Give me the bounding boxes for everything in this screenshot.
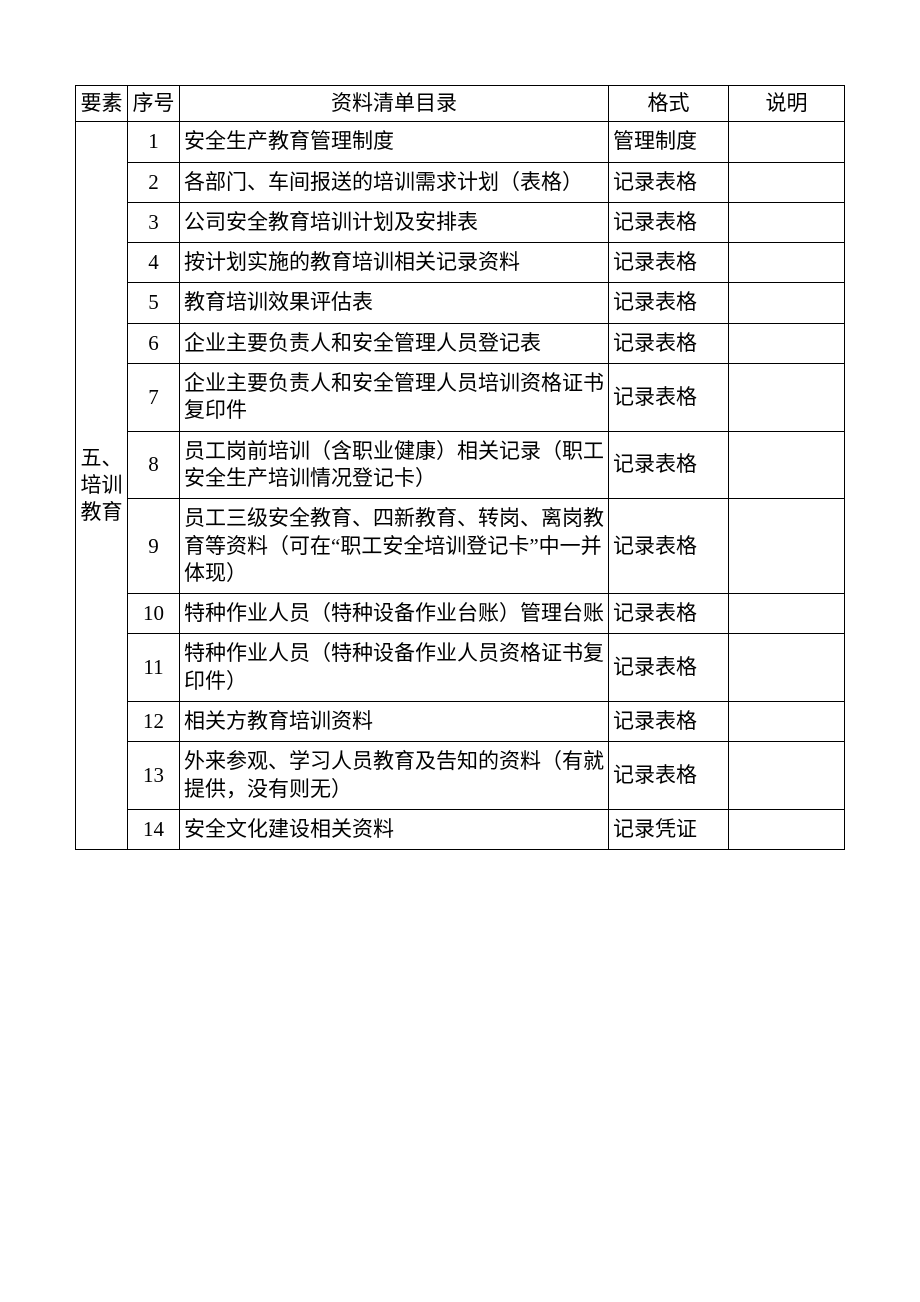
row-format: 记录表格 — [609, 499, 729, 594]
row-num: 4 — [128, 243, 180, 283]
row-num: 7 — [128, 364, 180, 432]
row-content: 安全生产教育管理制度 — [180, 122, 609, 162]
header-format: 格式 — [609, 86, 729, 122]
row-note — [729, 122, 845, 162]
row-format: 记录表格 — [609, 594, 729, 634]
row-content: 特种作业人员（特种设备作业人员资格证书复印件） — [180, 634, 609, 702]
table-row: 9员工三级安全教育、四新教育、转岗、离岗教育等资料（可在“职工安全培训登记卡”中… — [76, 499, 845, 594]
row-content: 按计划实施的教育培训相关记录资料 — [180, 243, 609, 283]
row-format: 记录表格 — [609, 243, 729, 283]
table-row: 4按计划实施的教育培训相关记录资料记录表格 — [76, 243, 845, 283]
row-format: 记录表格 — [609, 283, 729, 323]
table-row: 8员工岗前培训（含职业健康）相关记录（职工安全生产培训情况登记卡）记录表格 — [76, 431, 845, 499]
table-row: 11特种作业人员（特种设备作业人员资格证书复印件）记录表格 — [76, 634, 845, 702]
row-note — [729, 283, 845, 323]
row-num: 11 — [128, 634, 180, 702]
header-note: 说明 — [729, 86, 845, 122]
row-format: 记录表格 — [609, 202, 729, 242]
table-header-row: 要素 序号 资料清单目录 格式 说明 — [76, 86, 845, 122]
row-content: 相关方教育培训资料 — [180, 702, 609, 742]
row-content: 特种作业人员（特种设备作业台账）管理台账 — [180, 594, 609, 634]
row-num: 13 — [128, 742, 180, 810]
category-cell: 五、培训教育 — [76, 122, 128, 850]
table-row: 2各部门、车间报送的培训需求计划（表格）记录表格 — [76, 162, 845, 202]
row-format: 记录凭证 — [609, 809, 729, 849]
row-format: 记录表格 — [609, 431, 729, 499]
row-content: 外来参观、学习人员教育及告知的资料（有就提供，没有则无） — [180, 742, 609, 810]
table-body: 五、培训教育1安全生产教育管理制度管理制度2各部门、车间报送的培训需求计划（表格… — [76, 122, 845, 850]
table-row: 6企业主要负责人和安全管理人员登记表记录表格 — [76, 323, 845, 363]
table-row: 3公司安全教育培训计划及安排表记录表格 — [76, 202, 845, 242]
row-num: 3 — [128, 202, 180, 242]
row-content: 企业主要负责人和安全管理人员登记表 — [180, 323, 609, 363]
row-format: 记录表格 — [609, 323, 729, 363]
row-note — [729, 702, 845, 742]
table-row: 14安全文化建设相关资料记录凭证 — [76, 809, 845, 849]
header-content: 资料清单目录 — [180, 86, 609, 122]
header-category: 要素 — [76, 86, 128, 122]
row-format: 记录表格 — [609, 162, 729, 202]
table-row: 7企业主要负责人和安全管理人员培训资格证书复印件记录表格 — [76, 364, 845, 432]
table-row: 10特种作业人员（特种设备作业台账）管理台账记录表格 — [76, 594, 845, 634]
table-row: 5教育培训效果评估表记录表格 — [76, 283, 845, 323]
row-num: 6 — [128, 323, 180, 363]
row-num: 2 — [128, 162, 180, 202]
row-content: 教育培训效果评估表 — [180, 283, 609, 323]
row-content: 企业主要负责人和安全管理人员培训资格证书复印件 — [180, 364, 609, 432]
row-num: 9 — [128, 499, 180, 594]
row-note — [729, 243, 845, 283]
row-note — [729, 634, 845, 702]
document-table: 要素 序号 资料清单目录 格式 说明 五、培训教育1安全生产教育管理制度管理制度… — [75, 85, 845, 850]
row-note — [729, 202, 845, 242]
row-format: 记录表格 — [609, 634, 729, 702]
row-num: 8 — [128, 431, 180, 499]
row-note — [729, 364, 845, 432]
row-note — [729, 809, 845, 849]
row-num: 10 — [128, 594, 180, 634]
row-content: 安全文化建设相关资料 — [180, 809, 609, 849]
row-note — [729, 742, 845, 810]
category-label: 五、培训教育 — [81, 445, 123, 527]
row-note — [729, 499, 845, 594]
table-row: 13外来参观、学习人员教育及告知的资料（有就提供，没有则无）记录表格 — [76, 742, 845, 810]
table-row: 五、培训教育1安全生产教育管理制度管理制度 — [76, 122, 845, 162]
row-content: 员工岗前培训（含职业健康）相关记录（职工安全生产培训情况登记卡） — [180, 431, 609, 499]
row-content: 各部门、车间报送的培训需求计划（表格） — [180, 162, 609, 202]
row-num: 1 — [128, 122, 180, 162]
row-format: 记录表格 — [609, 702, 729, 742]
table-row: 12相关方教育培训资料记录表格 — [76, 702, 845, 742]
row-num: 14 — [128, 809, 180, 849]
row-content: 员工三级安全教育、四新教育、转岗、离岗教育等资料（可在“职工安全培训登记卡”中一… — [180, 499, 609, 594]
row-num: 12 — [128, 702, 180, 742]
row-note — [729, 162, 845, 202]
row-note — [729, 594, 845, 634]
row-num: 5 — [128, 283, 180, 323]
row-content: 公司安全教育培训计划及安排表 — [180, 202, 609, 242]
header-num: 序号 — [128, 86, 180, 122]
row-note — [729, 431, 845, 499]
row-format: 管理制度 — [609, 122, 729, 162]
row-note — [729, 323, 845, 363]
row-format: 记录表格 — [609, 364, 729, 432]
row-format: 记录表格 — [609, 742, 729, 810]
